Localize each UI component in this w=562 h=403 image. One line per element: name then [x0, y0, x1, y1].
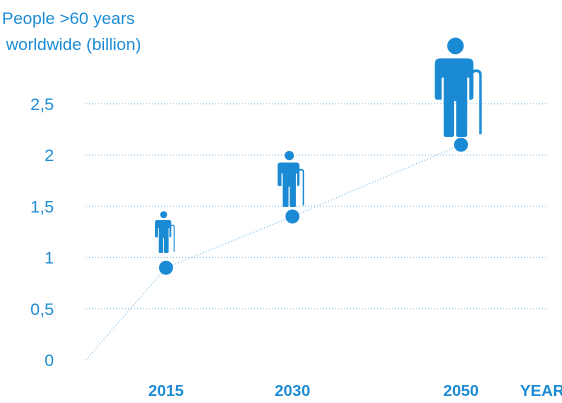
- y-tick-label: 1,5: [30, 197, 54, 216]
- y-tick-label: 0: [45, 351, 54, 370]
- person-part-4: [170, 224, 175, 252]
- person-part-2: [443, 99, 455, 137]
- y-axis-ticks: 0 0,5 1 1,5 2 2,5: [30, 95, 54, 370]
- x-tick-label: 2050: [443, 383, 479, 400]
- y-tick-label: 2: [45, 146, 54, 165]
- person-part-1: [154, 219, 172, 238]
- person-icons: [154, 37, 482, 253]
- person-part-1: [434, 58, 474, 102]
- person-part-3: [456, 99, 468, 137]
- person-part-0: [160, 211, 168, 219]
- person-part-2: [282, 185, 289, 207]
- x-axis-ticks: 2015 2030 2050: [148, 383, 479, 400]
- data-point-2015: [159, 260, 173, 275]
- person-part-0: [447, 37, 464, 55]
- y-tick-label: 2,5: [30, 95, 54, 114]
- person-part-3: [289, 185, 296, 207]
- elderly-person-with-cane-icon: [434, 37, 482, 137]
- x-axis-label: YEAR: [520, 383, 562, 400]
- data-point-2050: [454, 137, 468, 152]
- x-tick-label: 2030: [275, 383, 311, 400]
- data-points: [159, 137, 468, 275]
- y-tick-label: 0,5: [30, 300, 54, 319]
- person-part-4: [297, 168, 305, 206]
- elderly-person-with-cane-icon: [154, 211, 175, 253]
- data-point-2030: [285, 209, 300, 224]
- person-part-0: [284, 150, 294, 161]
- y-axis-label-line-2: worldwide (billion): [5, 35, 141, 54]
- y-tick-label: 1: [45, 249, 54, 268]
- elderly-person-with-cane-icon: [277, 150, 305, 207]
- person-part-3: [163, 237, 169, 253]
- y-axis-label-line-1: People >60 years: [2, 9, 135, 28]
- trend-path: [85, 144, 462, 361]
- trend-line: [85, 144, 462, 361]
- person-part-2: [158, 237, 164, 253]
- x-tick-label: 2015: [148, 383, 184, 400]
- person-part-4: [470, 69, 482, 135]
- person-part-1: [277, 162, 300, 187]
